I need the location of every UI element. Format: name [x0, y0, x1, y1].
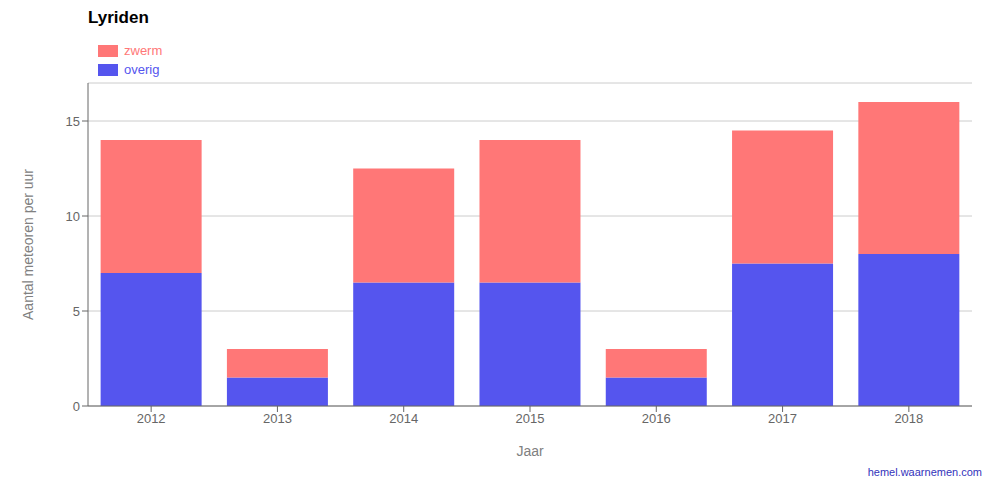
svg-text:2015: 2015: [516, 411, 545, 426]
svg-text:5: 5: [73, 304, 80, 319]
svg-text:Jaar: Jaar: [516, 443, 544, 459]
svg-text:2017: 2017: [768, 411, 797, 426]
svg-text:10: 10: [66, 209, 80, 224]
svg-text:0: 0: [73, 399, 80, 414]
svg-text:15: 15: [66, 114, 80, 129]
svg-text:2018: 2018: [894, 411, 923, 426]
html-text:overig: overig: [124, 62, 160, 77]
svg-text:2012: 2012: [137, 411, 166, 426]
svg-text:Aantal meteoren per uur: Aantal meteoren per uur: [20, 169, 36, 320]
html-text:hemel.waarnemen.com: hemel.waarnemen.com: [867, 466, 982, 478]
html-text:zwerm: zwerm: [124, 43, 163, 58]
svg-text:2013: 2013: [263, 411, 292, 426]
svg-text:2014: 2014: [389, 411, 418, 426]
svg-text:2016: 2016: [642, 411, 671, 426]
html-text:Lyriden: Lyriden: [88, 8, 149, 27]
